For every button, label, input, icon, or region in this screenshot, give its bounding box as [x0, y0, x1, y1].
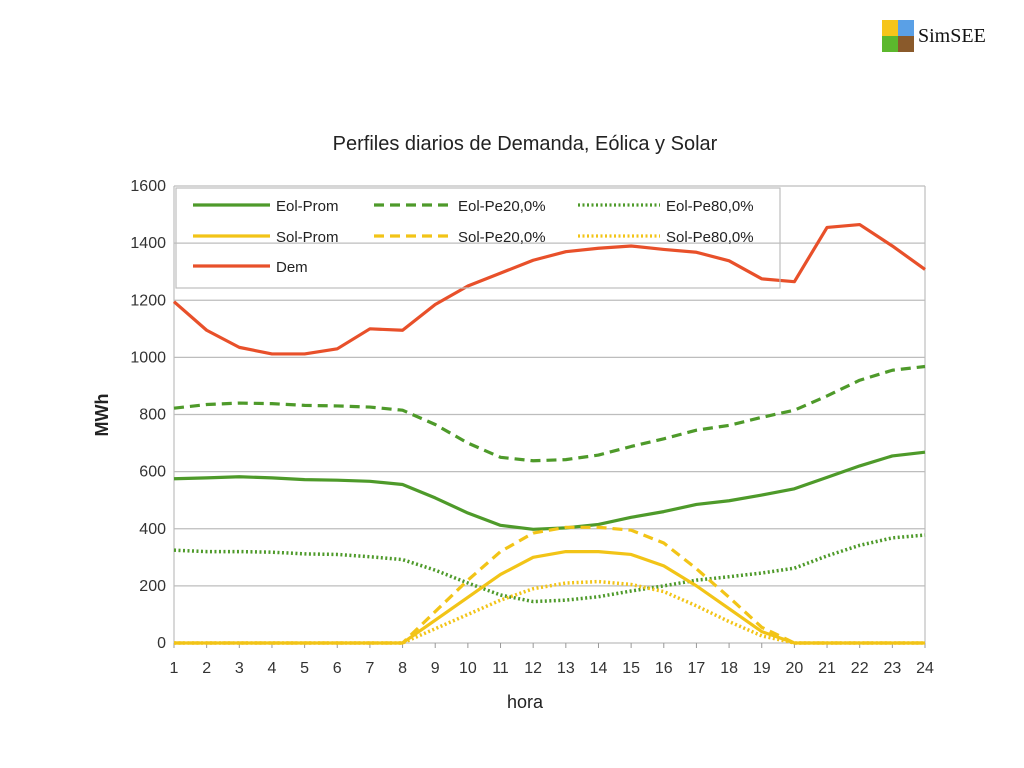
legend-box [175, 187, 781, 289]
logo-square-yellow [882, 20, 898, 36]
y-tick-label: 400 [139, 521, 166, 538]
series-line [174, 525, 925, 645]
logo-square-blue [898, 20, 914, 36]
logo-square-green [882, 36, 898, 52]
x-tick-label: 22 [851, 660, 869, 677]
y-tick-label: 200 [139, 578, 166, 595]
x-tick-label: 23 [883, 660, 901, 677]
y-tick-label: 1600 [130, 178, 166, 195]
logo-square-brown [898, 36, 914, 52]
x-tick-label: 17 [688, 660, 706, 677]
y-axis-label: MWh [92, 394, 112, 437]
legend: Eol-Prom Eol-Pe20,0% Eol-Pe80,0% Sol-Prom So… [175, 187, 781, 289]
legend-label: Dem [276, 259, 308, 276]
x-axis-label: hora [507, 692, 544, 712]
x-tick-label: 16 [655, 660, 673, 677]
simsee-logo-icon [882, 20, 914, 52]
simsee-logo: SimSEE [882, 20, 986, 52]
x-tick-label: 5 [300, 660, 309, 677]
x-tick-label: 12 [524, 660, 542, 677]
x-tick-label: 2 [202, 660, 211, 677]
chart-title: Perfiles diarios de Demanda, Eólica y So… [333, 133, 718, 155]
x-axis-ticks: 1 2 3 4 5 6 7 8 9 10 11 12 13 14 15 16 17 18 19 20 21 22 23 24 [170, 660, 934, 677]
x-tick-label: 18 [720, 660, 738, 677]
legend-label: Eol-Prom [276, 198, 339, 215]
x-tick-label: 15 [622, 660, 640, 677]
grid [173, 185, 926, 648]
series-line [173, 533, 926, 604]
y-tick-label: 1000 [130, 349, 166, 366]
x-tick-label: 9 [431, 660, 440, 677]
x-tick-label: 1 [170, 660, 179, 677]
x-tick-label: 11 [492, 660, 509, 677]
y-tick-label: 800 [139, 407, 166, 424]
x-tick-label: 14 [590, 660, 608, 677]
x-tick-label: 19 [753, 660, 771, 677]
x-tick-label: 8 [398, 660, 407, 677]
y-tick-label: 1400 [130, 235, 166, 252]
y-axis-ticks: 0 200 400 600 800 1000 1200 1400 1600 [130, 178, 166, 652]
x-tick-label: 6 [333, 660, 342, 677]
x-tick-label: 4 [268, 660, 277, 677]
x-tick-label: 20 [785, 660, 803, 677]
series-line [174, 579, 925, 645]
series-layer [172, 222, 926, 645]
x-tick-label: 13 [557, 660, 575, 677]
x-tick-label: 7 [365, 660, 374, 677]
legend-label: Sol-Pe80,0% [666, 229, 754, 246]
series-line [173, 364, 926, 463]
y-tick-label: 600 [139, 464, 166, 481]
legend-label: Eol-Pe20,0% [458, 198, 546, 215]
x-tick-label: 24 [916, 660, 934, 677]
x-tick-label: 10 [459, 660, 477, 677]
logo-text: SimSEE [918, 24, 986, 47]
legend-label: Sol-Pe20,0% [458, 229, 546, 246]
legend-label: Eol-Pe80,0% [666, 198, 754, 215]
series-line [174, 549, 925, 645]
series-line [173, 450, 926, 531]
y-tick-label: 1200 [130, 292, 166, 309]
series-line [172, 222, 926, 356]
legend-label: Sol-Prom [276, 229, 339, 246]
x-tick-label: 3 [235, 660, 244, 677]
y-tick-label: 0 [157, 635, 166, 652]
x-tick-label: 21 [818, 660, 836, 677]
